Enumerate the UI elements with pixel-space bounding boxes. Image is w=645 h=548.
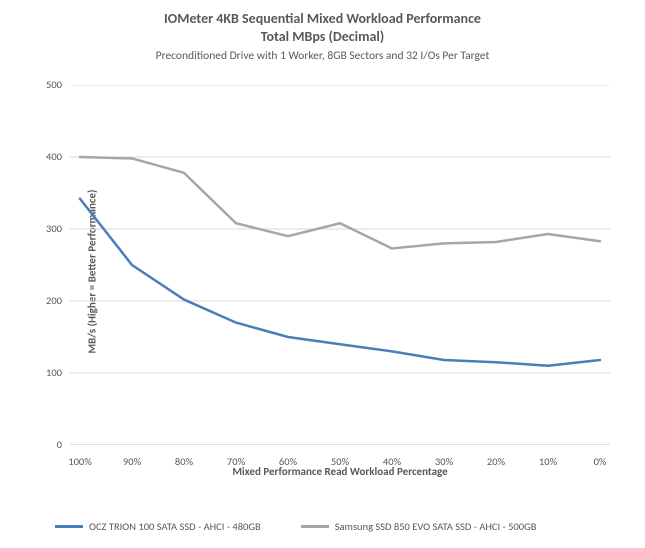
y-tick-label: 400 (32, 150, 62, 163)
chart-title-1: IOMeter 4KB Sequential Mixed Workload Pe… (0, 10, 645, 28)
y-tick-label: 0 (32, 438, 62, 451)
legend-swatch-0 (55, 525, 83, 528)
x-tick-label: 40% (372, 455, 412, 468)
legend-swatch-1 (301, 525, 329, 528)
chart-title-2: Total MBps (Decimal) (0, 28, 645, 46)
x-tick-label: 0% (580, 455, 620, 468)
y-tick-label: 200 (32, 294, 62, 307)
legend: OCZ TRION 100 SATA SSD - AHCI - 480GB Sa… (55, 520, 536, 533)
title-block: IOMeter 4KB Sequential Mixed Workload Pe… (0, 0, 645, 64)
chart-svg (70, 85, 610, 445)
x-tick-label: 30% (424, 455, 464, 468)
x-tick-label: 60% (268, 455, 308, 468)
x-tick-label: 50% (320, 455, 360, 468)
chart-container: IOMeter 4KB Sequential Mixed Workload Pe… (0, 0, 645, 548)
x-tick-label: 10% (528, 455, 568, 468)
x-tick-label: 100% (60, 455, 100, 468)
legend-label-1: Samsung SSD 850 EVO SATA SSD - AHCI - 50… (335, 520, 537, 533)
x-tick-label: 20% (476, 455, 516, 468)
x-tick-label: 90% (112, 455, 152, 468)
y-tick-label: 500 (32, 78, 62, 91)
x-tick-label: 70% (216, 455, 256, 468)
legend-item-1: Samsung SSD 850 EVO SATA SSD - AHCI - 50… (301, 520, 537, 533)
plot-area: 0100200300400500 100%90%80%70%60%50%40%3… (70, 85, 610, 445)
x-tick-label: 80% (164, 455, 204, 468)
legend-item-0: OCZ TRION 100 SATA SSD - AHCI - 480GB (55, 520, 261, 533)
y-tick-label: 300 (32, 222, 62, 235)
legend-label-0: OCZ TRION 100 SATA SSD - AHCI - 480GB (89, 520, 261, 533)
chart-subtitle: Preconditioned Drive with 1 Worker, 8GB … (0, 48, 645, 64)
y-tick-label: 100 (32, 366, 62, 379)
